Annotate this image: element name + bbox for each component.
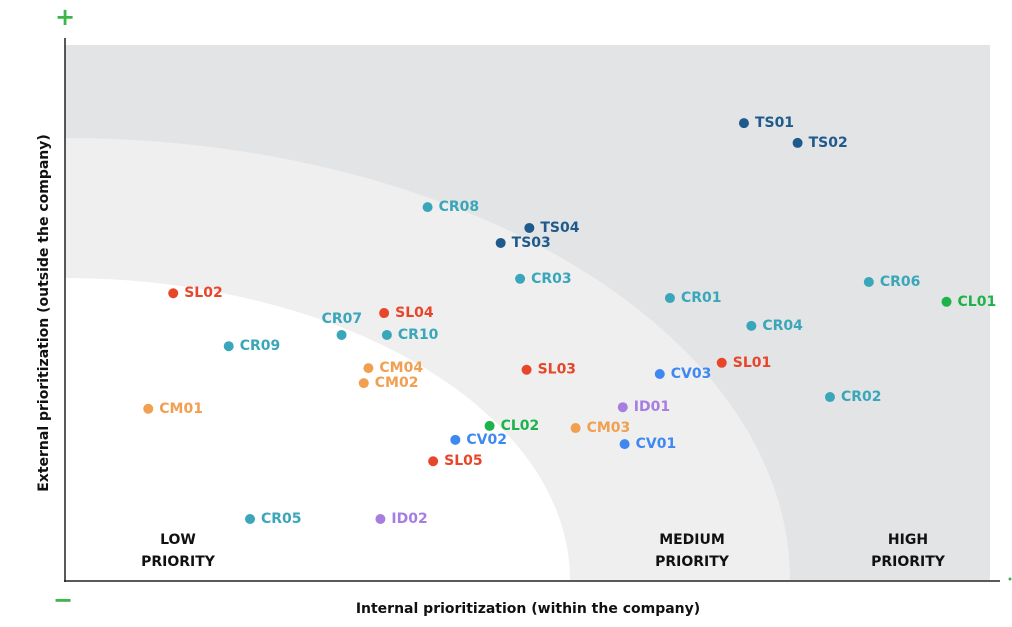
zone-label: PRIORITY — [655, 554, 730, 570]
point-label: CM04 — [379, 360, 423, 376]
point — [654, 369, 665, 380]
point-label: CR02 — [841, 389, 882, 405]
point — [245, 514, 255, 525]
y-min-sign: − — [53, 586, 73, 614]
point — [792, 137, 803, 148]
x-axis-label: Internal prioritization (within the comp… — [356, 601, 700, 617]
point — [941, 296, 952, 307]
point-label: CR05 — [261, 511, 302, 527]
point — [515, 273, 526, 284]
point-label: CV02 — [466, 432, 507, 448]
zone-label: HIGH — [888, 532, 928, 548]
point — [824, 392, 835, 403]
point — [363, 363, 374, 374]
point — [143, 403, 154, 414]
point-label: SL02 — [184, 285, 223, 301]
point — [746, 320, 757, 331]
point-label: SL04 — [395, 305, 434, 321]
point-label: TS02 — [809, 135, 848, 151]
point — [619, 439, 630, 450]
point — [422, 202, 433, 213]
point — [716, 357, 727, 368]
point — [863, 277, 874, 288]
point — [495, 237, 506, 248]
point-label: ID01 — [634, 399, 670, 415]
y-max-sign: + — [55, 3, 75, 31]
point — [570, 423, 581, 434]
point-label: ID02 — [391, 511, 427, 527]
point — [524, 222, 535, 233]
zone-label: PRIORITY — [871, 554, 946, 570]
point-label: CR07 — [322, 311, 363, 327]
point-label: CM03 — [587, 420, 631, 436]
point — [450, 434, 461, 445]
point-label: CR04 — [762, 318, 803, 334]
point-label: TS04 — [540, 220, 579, 236]
zone-label: MEDIUM — [659, 532, 725, 548]
point-label: CV03 — [671, 366, 712, 382]
axis-end — [1008, 577, 1012, 581]
low-zone — [65, 278, 570, 580]
point-label: CR03 — [531, 271, 572, 287]
point-label: CM01 — [159, 401, 203, 417]
point — [617, 402, 628, 413]
point-label: CR08 — [439, 199, 480, 215]
point — [379, 308, 390, 319]
point — [664, 293, 675, 304]
point-label: CL01 — [958, 294, 997, 310]
point-label: SL03 — [538, 362, 577, 378]
point-label: SL05 — [444, 453, 483, 469]
point — [223, 341, 234, 352]
point-label: TS03 — [512, 235, 551, 251]
zone-label: LOW — [160, 532, 196, 548]
point-label: CR09 — [240, 338, 281, 354]
point-label: CR10 — [398, 327, 439, 343]
zone-label: PRIORITY — [141, 554, 216, 570]
point — [375, 514, 386, 525]
point-label: SL01 — [733, 355, 772, 371]
point — [521, 364, 532, 375]
point-label: CV01 — [636, 436, 677, 452]
point-label: TS01 — [755, 115, 794, 131]
point — [484, 420, 495, 431]
point — [428, 456, 439, 467]
point — [336, 329, 347, 340]
point-label: CR06 — [880, 274, 921, 290]
point — [168, 288, 179, 299]
point — [381, 329, 392, 340]
point — [358, 378, 369, 389]
y-axis-label: External prioritization (outside the com… — [36, 134, 52, 492]
point-label: CL02 — [501, 418, 540, 434]
point-label: CR01 — [681, 290, 722, 306]
point — [738, 118, 749, 129]
point-label: CM02 — [375, 375, 419, 391]
